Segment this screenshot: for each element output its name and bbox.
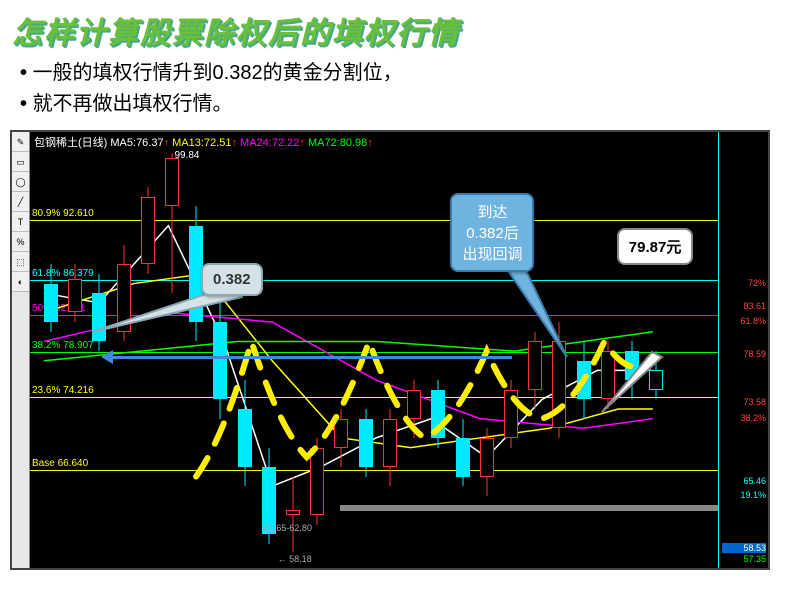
candlestick-chart[interactable]: 包钢稀土(日线) MA5:76.37↑ MA13:72.51↑ MA24:72.… [30, 132, 718, 568]
callout-line: 到达 [477, 204, 507, 221]
tool-icon[interactable]: ⬚ [12, 252, 29, 272]
ma72-label: MA72:80.98 [308, 137, 367, 149]
callout-line: 0.382后 [466, 225, 519, 242]
tool-icon[interactable]: ◐ [12, 272, 29, 292]
bullet-list: 一般的填权行情升到0.382的黄金分割位， 就不再做出填权行情。 [0, 56, 800, 126]
chart-header: 包钢稀土(日线) MA5:76.37↑ MA13:72.51↑ MA24:72.… [34, 134, 373, 150]
left-toolbar[interactable]: ✎ ▭ ◯ ╱ T % ⬚ ◐ [12, 132, 30, 568]
callout-0382: 0.382 [201, 263, 263, 296]
ma5-label: MA5:76.37 [110, 137, 163, 149]
tool-icon[interactable]: ▭ [12, 152, 29, 172]
tool-icon[interactable]: ✎ [12, 132, 29, 152]
bullet-2: 就不再做出填权行情。 [20, 87, 780, 116]
tool-icon[interactable]: ╱ [12, 192, 29, 212]
ma24-label: MA24:72.22 [240, 137, 299, 149]
bullet-1: 一般的填权行情升到0.382的黄金分割位， [20, 56, 780, 85]
tool-icon[interactable]: ◯ [12, 172, 29, 192]
tool-icon[interactable]: T [12, 212, 29, 232]
callout-line: 出现回调 [462, 246, 522, 263]
callout-pullback: 到达 0.382后 出现回调 [450, 193, 534, 272]
callout-price: 79.87元 [617, 228, 694, 265]
ma13-label: MA13:72.51 [172, 137, 231, 149]
chart-container: ✎ ▭ ◯ ╱ T % ⬚ ◐ 包钢稀土(日线) MA5:76.37↑ MA13… [10, 130, 770, 570]
page-title: 怎样计算股票除权后的填权行情 [0, 0, 800, 56]
price-axis: 72%83.6161.8%78.5973.5838.2%65.4619.1%58… [718, 132, 768, 568]
tool-icon[interactable]: % [12, 232, 29, 252]
stock-name: 包钢稀土(日线) [34, 137, 107, 149]
